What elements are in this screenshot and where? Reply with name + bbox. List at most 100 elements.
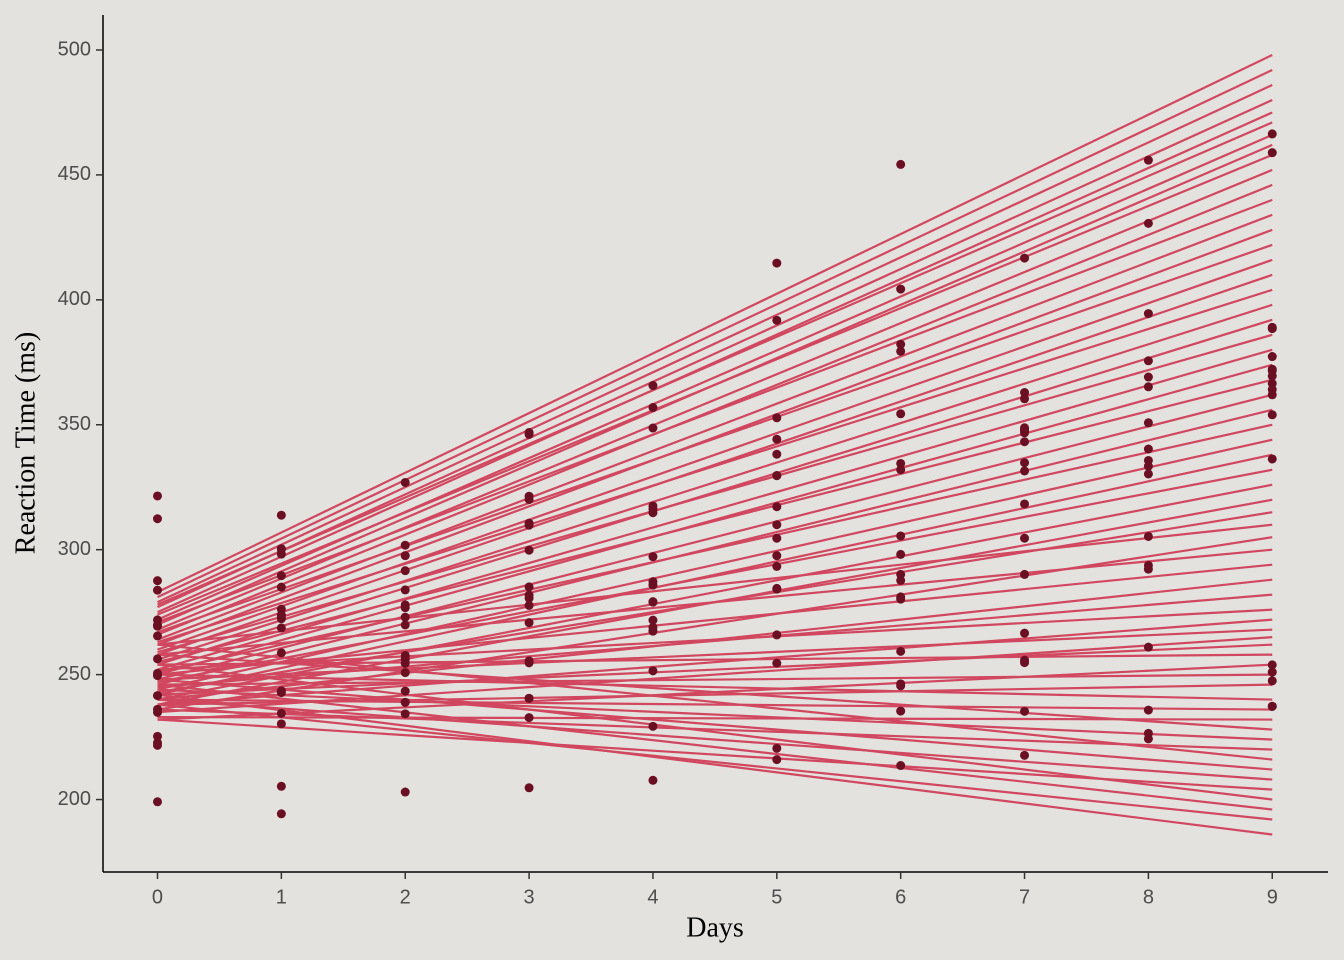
data-point — [896, 531, 906, 541]
fit-line — [157, 653, 1273, 731]
data-point — [524, 428, 534, 438]
y-axis-title: Reaction Time (ms) — [10, 332, 41, 554]
data-point — [1143, 372, 1153, 382]
data-point — [772, 583, 782, 593]
data-point — [524, 590, 534, 600]
data-point — [772, 413, 782, 423]
data-point — [772, 561, 782, 571]
data-point — [276, 611, 286, 621]
data-point — [1267, 148, 1277, 158]
data-point — [1143, 309, 1153, 319]
fit-line — [157, 523, 1273, 646]
y-tick-label: 500 — [58, 38, 91, 60]
x-tick-label: 1 — [276, 886, 287, 908]
data-point — [1020, 628, 1030, 638]
data-point — [1020, 706, 1030, 716]
data-point — [1267, 701, 1277, 711]
x-tick-label: 5 — [771, 886, 782, 908]
data-point — [400, 600, 410, 610]
y-tick-label: 350 — [58, 413, 91, 435]
x-tick-label: 3 — [524, 886, 535, 908]
data-point — [896, 549, 906, 559]
data-point — [1143, 564, 1153, 574]
x-tick-label: 9 — [1267, 886, 1278, 908]
x-tick-label: 7 — [1019, 886, 1030, 908]
data-point — [648, 666, 658, 676]
data-point — [772, 449, 782, 459]
data-point — [1143, 728, 1153, 738]
data-point — [276, 582, 286, 592]
fit-line — [157, 673, 1273, 686]
data-point — [1143, 155, 1153, 165]
data-point — [1267, 129, 1277, 139]
fit-line — [157, 636, 1273, 714]
data-point — [896, 339, 906, 349]
data-point — [524, 518, 534, 528]
data-point — [152, 631, 162, 641]
data-point — [1267, 667, 1277, 677]
fit-line — [157, 563, 1273, 676]
data-point — [1267, 454, 1277, 464]
axes: 200 250 300 350 400 450 500 0 1 2 3 4 5 6 7 8 9 — [58, 15, 1328, 908]
fit-line — [157, 438, 1273, 691]
data-point — [524, 656, 534, 666]
fit-line — [157, 273, 1273, 656]
data-point — [400, 551, 410, 561]
data-point — [152, 654, 162, 664]
data-point — [1267, 352, 1277, 362]
data-point — [524, 618, 534, 628]
data-point — [772, 658, 782, 668]
data-point — [1143, 444, 1153, 454]
data-point — [648, 508, 658, 518]
data-point — [1267, 660, 1277, 670]
data-point — [648, 501, 658, 511]
data-point — [1143, 705, 1153, 715]
fit-line — [157, 678, 1273, 771]
data-point — [896, 592, 906, 602]
fit-line — [157, 536, 1273, 711]
data-point — [772, 755, 782, 765]
data-point — [1020, 437, 1030, 447]
fit-line — [157, 698, 1273, 711]
data-point — [896, 465, 906, 475]
data-point — [1020, 253, 1030, 263]
data-point — [400, 668, 410, 678]
data-point — [1143, 455, 1153, 465]
data-point — [152, 691, 162, 701]
data-point — [896, 409, 906, 419]
fit-line — [157, 618, 1273, 706]
fit-line — [157, 333, 1273, 654]
data-point — [152, 491, 162, 501]
data-point — [152, 731, 162, 741]
data-point — [400, 686, 410, 696]
data-point — [648, 577, 658, 587]
data-point — [1143, 382, 1153, 392]
data-point — [648, 775, 658, 785]
data-point — [1143, 356, 1153, 366]
fit-line — [157, 393, 1273, 681]
fit-line — [157, 318, 1273, 666]
data-point — [1020, 458, 1030, 468]
data-point — [152, 797, 162, 807]
data-point — [1020, 425, 1030, 435]
data-point — [524, 713, 534, 723]
data-point — [896, 706, 906, 716]
fit-line — [157, 213, 1273, 641]
data-point — [648, 403, 658, 413]
data-point — [1143, 531, 1153, 541]
data-point — [896, 679, 906, 689]
data-point — [772, 520, 782, 530]
fit-line — [157, 468, 1273, 684]
fit-line — [157, 198, 1273, 624]
data-point — [152, 585, 162, 595]
data-point — [152, 621, 162, 631]
data-point — [400, 709, 410, 719]
data-point — [1267, 410, 1277, 420]
y-tick-label: 200 — [58, 788, 91, 810]
fit-line — [157, 121, 1273, 606]
data-point — [648, 615, 658, 625]
fit-line — [157, 698, 1273, 781]
data-point — [1267, 385, 1277, 395]
